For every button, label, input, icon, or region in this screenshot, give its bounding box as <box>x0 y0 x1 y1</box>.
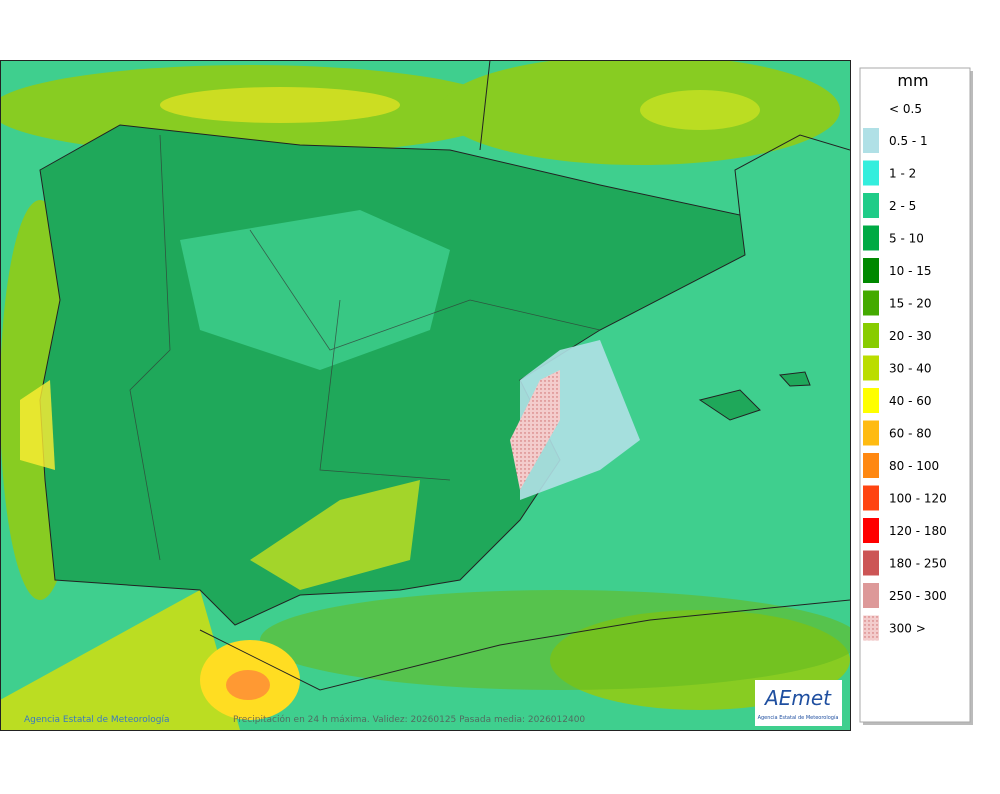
legend-swatch <box>863 355 879 381</box>
legend-label: 15 - 20 <box>889 297 932 311</box>
legend-label: 30 - 40 <box>889 362 932 376</box>
legend-swatch <box>863 550 879 576</box>
legend-label: 1 - 2 <box>889 167 916 181</box>
legend-items: 0.5 - 1 1 - 2 2 - 5 5 - 10 10 - 15 15 - 20 20 … <box>863 128 947 641</box>
legend-label: < 0.5 <box>889 102 922 116</box>
legend-label: 0.5 - 1 <box>889 134 928 148</box>
map: Agencia Estatal de Meteorología Precipit… <box>0 60 850 730</box>
logo-subtitle: Agencia Estatal de Meteorología <box>758 714 839 721</box>
legend-swatch <box>863 485 879 511</box>
legend-swatch <box>863 518 879 543</box>
legend-title: mm <box>897 71 928 90</box>
legend-swatch <box>863 583 879 608</box>
legend-swatch <box>863 453 879 478</box>
legend-label: 180 - 250 <box>889 557 947 571</box>
legend-swatch <box>863 258 879 283</box>
legend-swatch <box>863 615 879 641</box>
legend-swatch <box>863 290 879 316</box>
logo-box <box>755 680 842 726</box>
legend-swatch <box>863 128 879 153</box>
legend-label: 20 - 30 <box>889 329 932 343</box>
legend-label: 60 - 80 <box>889 427 932 441</box>
legend-label: 40 - 60 <box>889 394 932 408</box>
legend-label: 80 - 100 <box>889 459 939 473</box>
legend-swatch <box>863 193 879 218</box>
map-credit: Agencia Estatal de Meteorología <box>24 715 170 725</box>
legend-label: 10 - 15 <box>889 264 932 278</box>
legend-swatch <box>863 225 879 251</box>
legend-swatch <box>863 420 879 446</box>
legend-label: 250 - 300 <box>889 589 947 603</box>
logo-name: AEmet <box>763 686 832 710</box>
map-frame <box>0 60 851 731</box>
legend-label: 100 - 120 <box>889 492 947 506</box>
legend-label: 2 - 5 <box>889 199 916 213</box>
legend-swatch <box>863 160 879 186</box>
legend-label: 5 - 10 <box>889 232 924 246</box>
legend-label: 120 - 180 <box>889 524 947 538</box>
legend-swatch <box>863 388 879 413</box>
map-caption: Precipitación en 24 h máxima. Validez: 2… <box>233 714 585 725</box>
legend-swatch <box>863 323 879 348</box>
legend-label: 300 > <box>889 622 926 636</box>
